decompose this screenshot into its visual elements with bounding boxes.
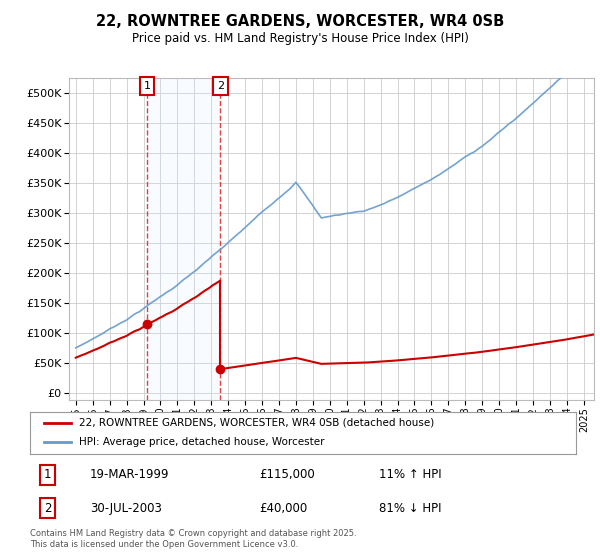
Bar xyxy=(147,78,220,400)
Text: £115,000: £115,000 xyxy=(259,468,315,481)
Text: 1: 1 xyxy=(44,468,51,481)
Text: 11% ↑ HPI: 11% ↑ HPI xyxy=(379,468,442,481)
Text: 30-JUL-2003: 30-JUL-2003 xyxy=(90,502,162,515)
Text: HPI: Average price, detached house, Worcester: HPI: Average price, detached house, Worc… xyxy=(79,437,325,447)
Text: 81% ↓ HPI: 81% ↓ HPI xyxy=(379,502,442,515)
Text: 2: 2 xyxy=(44,502,51,515)
Text: 1: 1 xyxy=(143,81,151,91)
Text: Price paid vs. HM Land Registry's House Price Index (HPI): Price paid vs. HM Land Registry's House … xyxy=(131,32,469,45)
Text: 22, ROWNTREE GARDENS, WORCESTER, WR4 0SB (detached house): 22, ROWNTREE GARDENS, WORCESTER, WR4 0SB… xyxy=(79,418,434,428)
Text: 2: 2 xyxy=(217,81,224,91)
Text: 22, ROWNTREE GARDENS, WORCESTER, WR4 0SB: 22, ROWNTREE GARDENS, WORCESTER, WR4 0SB xyxy=(96,14,504,29)
Text: £40,000: £40,000 xyxy=(259,502,308,515)
Text: 19-MAR-1999: 19-MAR-1999 xyxy=(90,468,170,481)
Text: Contains HM Land Registry data © Crown copyright and database right 2025.
This d: Contains HM Land Registry data © Crown c… xyxy=(30,529,356,549)
